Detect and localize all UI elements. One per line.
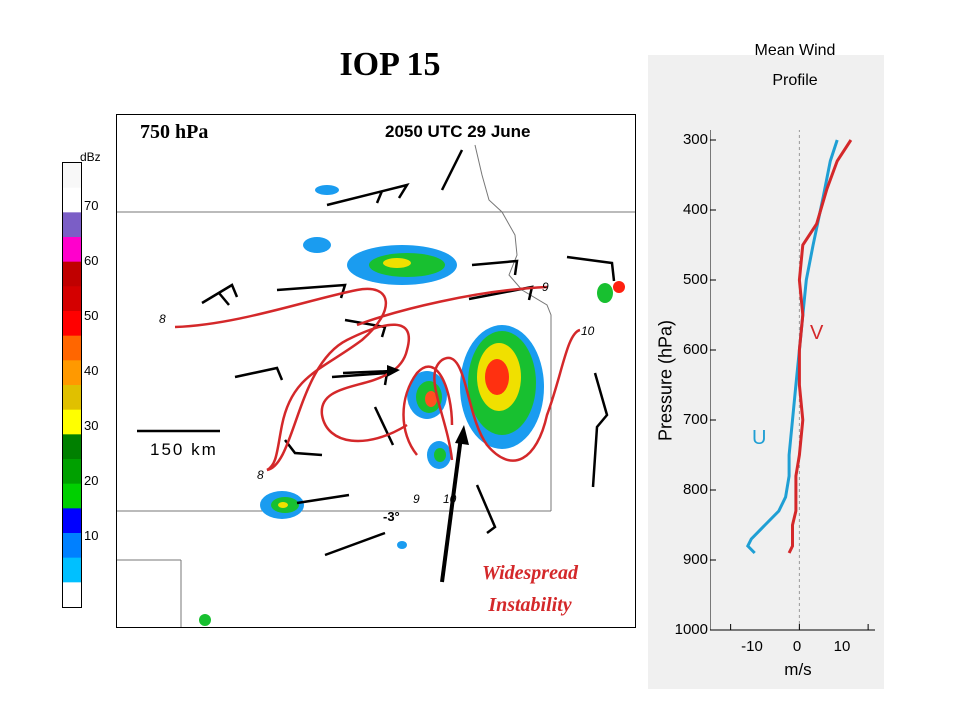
pressure-tick: 900 bbox=[682, 551, 708, 568]
legend-unit: dBz bbox=[80, 150, 101, 164]
legend-swatch bbox=[63, 582, 81, 608]
contour-label: 9 bbox=[413, 492, 420, 506]
contour-label: 9 bbox=[542, 280, 549, 294]
wind-profile-plot bbox=[710, 130, 875, 631]
x-tick: 10 bbox=[833, 638, 851, 655]
legend-swatch bbox=[63, 360, 81, 386]
scale-label: 150 km bbox=[150, 440, 218, 459]
v-series-label: V bbox=[810, 322, 824, 344]
legend-swatch bbox=[63, 385, 81, 411]
legend-swatch bbox=[63, 434, 81, 460]
legend-swatch bbox=[63, 508, 81, 534]
legend-label: 60 bbox=[84, 253, 99, 268]
profile-y-axis-label: Pressure (hPa) bbox=[655, 319, 676, 442]
isotherm-contours bbox=[174, 285, 581, 472]
pressure-level-label: 750 hPa bbox=[140, 121, 209, 143]
x-tick: -10 bbox=[741, 638, 763, 655]
legend-color-bar bbox=[63, 163, 81, 608]
profile-title: Mean Wind bbox=[754, 42, 836, 59]
legend-label: 40 bbox=[84, 363, 99, 378]
figure-title: IOP 15 bbox=[339, 46, 441, 83]
legend-label: 50 bbox=[84, 308, 99, 323]
contour-label: 10 bbox=[443, 492, 457, 506]
instability-caption: Instability bbox=[488, 594, 572, 616]
map-arrows bbox=[342, 365, 469, 583]
map-drawing: 8 8 9 9 10 10 bbox=[117, 144, 635, 627]
legend-swatch bbox=[63, 237, 81, 263]
dbz-color-legend bbox=[62, 162, 82, 608]
legend-label: 30 bbox=[84, 418, 99, 433]
river-border bbox=[474, 144, 552, 511]
pressure-tick: 700 bbox=[682, 411, 708, 428]
wind-barbs bbox=[201, 149, 616, 557]
legend-swatch bbox=[63, 163, 81, 189]
legend-label: 20 bbox=[84, 473, 99, 488]
profile-x-ticks bbox=[730, 624, 869, 630]
legend-swatch bbox=[63, 533, 81, 559]
legend-label: 70 bbox=[84, 198, 99, 213]
legend-swatch bbox=[63, 261, 81, 287]
legend-swatch bbox=[63, 335, 81, 361]
x-tick: 0 bbox=[792, 638, 802, 655]
legend-swatch bbox=[63, 286, 81, 312]
pressure-tick: 400 bbox=[682, 201, 708, 218]
contour-label: 10 bbox=[581, 324, 595, 338]
u-series-label: U bbox=[752, 427, 767, 449]
legend-swatch bbox=[63, 409, 81, 435]
instability-caption: Widespread bbox=[482, 562, 578, 584]
radar-map: 8 8 9 9 10 10 bbox=[116, 114, 636, 628]
radar-echoes bbox=[199, 185, 625, 626]
profile-y-ticks bbox=[710, 139, 716, 631]
pressure-tick: 600 bbox=[682, 341, 708, 358]
timestamp-label: 2050 UTC 29 June bbox=[385, 122, 531, 141]
contour-label: 8 bbox=[159, 312, 166, 326]
pressure-tick: 500 bbox=[682, 271, 708, 288]
legend-swatch bbox=[63, 483, 81, 509]
profile-panel bbox=[648, 55, 884, 689]
legend-swatch bbox=[63, 212, 81, 238]
profile-title: Profile bbox=[772, 72, 818, 89]
u-wind-series bbox=[745, 139, 839, 555]
legend-label: 10 bbox=[84, 528, 99, 543]
profile-x-axis-label: m/s bbox=[784, 660, 812, 679]
legend-swatch bbox=[63, 459, 81, 485]
legend-swatch bbox=[63, 311, 81, 337]
v-wind-series bbox=[787, 139, 853, 554]
contour-label: 8 bbox=[257, 468, 264, 482]
pressure-tick: 800 bbox=[682, 481, 708, 498]
pressure-tick: 1000 bbox=[674, 621, 708, 638]
legend-swatch bbox=[63, 187, 81, 213]
temperature-label: -3° bbox=[383, 509, 400, 524]
pressure-tick: 300 bbox=[682, 131, 708, 148]
legend-swatch bbox=[63, 557, 81, 583]
